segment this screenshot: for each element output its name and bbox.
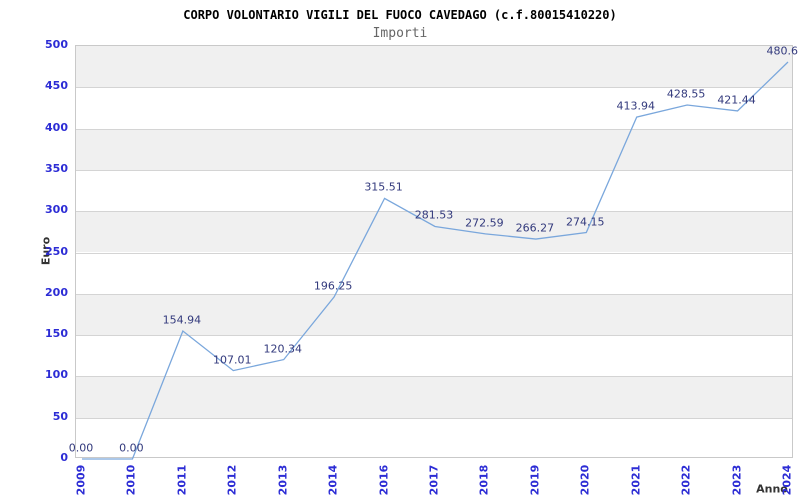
x-tick-label: 2012 xyxy=(225,464,239,496)
data-point-label: 274.15 xyxy=(566,215,605,229)
data-point-label: 428.55 xyxy=(666,87,706,101)
x-tick-label: 2013 xyxy=(276,464,290,496)
y-tick-label: 0 xyxy=(60,451,68,464)
plot-band xyxy=(76,46,792,88)
y-gridline xyxy=(76,169,792,171)
x-tick-label: 2018 xyxy=(477,464,491,496)
chart-subtitle: Importi xyxy=(372,26,428,41)
data-point-label: 266.27 xyxy=(515,221,555,235)
x-tick-label: 2021 xyxy=(629,464,643,496)
y-tick-label: 350 xyxy=(45,161,68,175)
data-point-label: 272.59 xyxy=(465,216,504,230)
x-tick-label: 2010 xyxy=(124,464,138,496)
y-tick-label: 400 xyxy=(45,120,68,134)
x-tick-label: 2016 xyxy=(377,464,391,496)
data-point-label: 421.44 xyxy=(717,93,756,107)
y-tick-label: 450 xyxy=(45,79,68,93)
data-point-label: 0.00 xyxy=(68,441,94,455)
y-tick-label: 300 xyxy=(45,203,68,217)
plot-band xyxy=(76,128,792,170)
data-point-label: 480.6 xyxy=(766,44,799,58)
y-gridline xyxy=(76,87,792,89)
y-gridline xyxy=(76,211,792,213)
x-tick-label: 2017 xyxy=(427,464,441,496)
data-point-label: 120.34 xyxy=(263,342,302,356)
x-tick-label: 2009 xyxy=(74,464,88,496)
series-line xyxy=(82,61,789,460)
y-gridline xyxy=(76,293,792,295)
x-tick-label: 2014 xyxy=(326,464,340,496)
y-tick-label: 500 xyxy=(45,38,68,51)
data-point-label: 0.00 xyxy=(119,441,144,455)
y-tick-label: 200 xyxy=(45,285,68,299)
y-tick-label: 250 xyxy=(45,244,68,258)
y-gridline xyxy=(76,128,792,130)
x-tick-label: 2022 xyxy=(679,464,693,496)
plot-band xyxy=(76,376,792,418)
y-tick-label: 100 xyxy=(45,368,68,382)
y-gridline xyxy=(76,376,792,378)
data-point-label: 413.94 xyxy=(616,99,655,113)
data-point-label: 281.53 xyxy=(414,208,454,222)
y-gridline xyxy=(76,417,792,419)
series-line-svg xyxy=(82,61,789,460)
plot-band xyxy=(76,293,792,336)
chart-title: CORPO VOLONTARIO VIGILI DEL FUOCO CAVEDA… xyxy=(183,8,617,22)
x-axis-label: Anno xyxy=(756,482,788,496)
data-point-label: 315.51 xyxy=(364,180,403,194)
x-tick-label: 2020 xyxy=(578,464,592,496)
y-gridline xyxy=(76,335,792,337)
plot-area xyxy=(75,45,793,460)
data-point-label: 107.01 xyxy=(213,353,252,367)
y-gridline xyxy=(76,252,792,254)
plot-band xyxy=(76,211,792,253)
x-tick-label: 2023 xyxy=(730,464,744,496)
data-point-label: 154.94 xyxy=(162,313,202,327)
x-tick-label: 2019 xyxy=(528,464,542,496)
x-tick-label: 2024 xyxy=(780,464,794,496)
x-tick-label: 2011 xyxy=(175,464,189,496)
data-point-label: 196.25 xyxy=(313,279,353,293)
y-tick-label: 50 xyxy=(52,409,68,423)
y-tick-label: 150 xyxy=(45,327,68,341)
